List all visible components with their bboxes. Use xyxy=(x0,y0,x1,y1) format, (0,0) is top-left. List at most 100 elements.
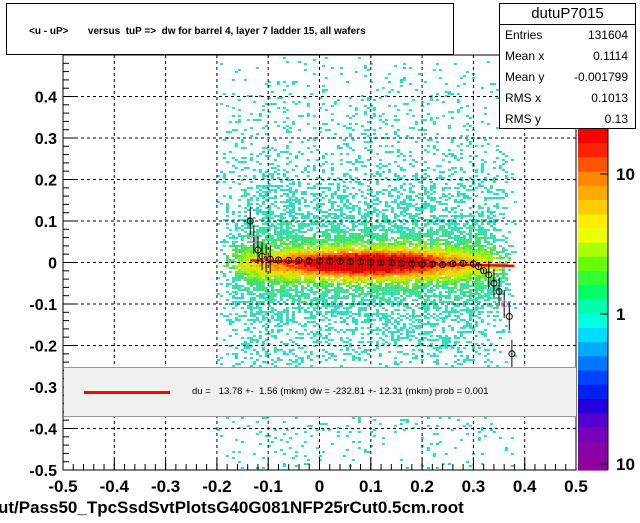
density-cell xyxy=(432,299,436,301)
density-cell xyxy=(369,313,373,315)
density-cell xyxy=(360,125,364,127)
density-cell xyxy=(237,69,241,71)
density-cell xyxy=(294,197,298,199)
density-cell xyxy=(330,153,334,155)
density-cell xyxy=(366,267,370,269)
density-cell xyxy=(249,267,253,269)
density-cell xyxy=(342,251,346,253)
density-cell xyxy=(297,181,301,183)
density-cell xyxy=(396,109,400,111)
density-cell xyxy=(339,311,343,313)
density-cell xyxy=(435,277,439,279)
density-cell xyxy=(303,257,307,259)
density-cell xyxy=(294,175,298,177)
density-cell xyxy=(339,287,343,289)
density-cell xyxy=(462,223,466,225)
density-cell xyxy=(246,221,250,223)
density-cell xyxy=(414,251,418,253)
density-cell xyxy=(375,183,379,185)
density-cell xyxy=(342,225,346,227)
density-cell xyxy=(381,327,385,329)
density-cell xyxy=(363,247,367,249)
density-cell xyxy=(225,455,229,457)
density-cell xyxy=(276,283,280,285)
density-cell xyxy=(462,201,466,203)
density-cell xyxy=(324,161,328,163)
density-cell xyxy=(279,293,283,295)
density-cell xyxy=(219,295,223,297)
density-cell xyxy=(408,307,412,309)
density-cell xyxy=(312,275,316,277)
density-cell xyxy=(438,221,442,223)
density-cell xyxy=(330,119,334,121)
density-cell xyxy=(315,311,319,313)
density-cell xyxy=(456,281,460,283)
density-cell xyxy=(255,191,259,193)
density-cell xyxy=(354,291,358,293)
density-cell xyxy=(396,207,400,209)
density-cell xyxy=(348,203,352,205)
density-cell xyxy=(216,429,220,431)
density-cell xyxy=(378,159,382,161)
density-cell xyxy=(426,255,430,257)
density-cell xyxy=(402,277,406,279)
density-cell xyxy=(345,263,349,265)
density-cell xyxy=(324,295,328,297)
density-cell xyxy=(336,257,340,259)
density-cell xyxy=(453,305,457,307)
density-cell xyxy=(294,361,298,363)
density-cell xyxy=(246,95,250,97)
density-cell xyxy=(435,319,439,321)
density-cell xyxy=(240,275,244,277)
density-cell xyxy=(381,299,385,301)
density-cell xyxy=(291,83,295,85)
density-cell xyxy=(336,239,340,241)
density-cell xyxy=(276,279,280,281)
density-cell xyxy=(417,217,421,219)
density-cell xyxy=(381,171,385,173)
density-cell xyxy=(390,291,394,293)
density-cell xyxy=(330,113,334,115)
density-cell xyxy=(450,227,454,229)
density-cell xyxy=(348,281,352,283)
density-cell xyxy=(342,345,346,347)
density-cell xyxy=(315,259,319,261)
density-cell xyxy=(372,243,376,245)
density-cell xyxy=(378,97,382,99)
density-cell xyxy=(225,235,229,237)
density-cell xyxy=(294,191,298,193)
density-cell xyxy=(375,293,379,295)
density-cell xyxy=(249,257,253,259)
density-cell xyxy=(375,203,379,205)
density-cell xyxy=(345,313,349,315)
density-cell xyxy=(225,299,229,301)
density-cell xyxy=(342,321,346,323)
density-cell xyxy=(324,153,328,155)
density-cell xyxy=(252,453,256,455)
density-cell xyxy=(459,327,463,329)
density-cell xyxy=(453,217,457,219)
density-cell xyxy=(366,273,370,275)
density-cell xyxy=(312,267,316,269)
density-cell xyxy=(402,189,406,191)
density-cell xyxy=(372,175,376,177)
density-cell xyxy=(438,335,442,337)
density-cell xyxy=(369,251,373,253)
density-cell xyxy=(363,133,367,135)
density-cell xyxy=(351,253,355,255)
density-cell xyxy=(429,287,433,289)
density-cell xyxy=(450,289,454,291)
density-cell xyxy=(261,273,265,275)
density-cell xyxy=(399,201,403,203)
density-cell xyxy=(351,359,355,361)
density-cell xyxy=(453,251,457,253)
density-cell xyxy=(336,251,340,253)
density-cell xyxy=(240,289,244,291)
density-cell xyxy=(420,275,424,277)
density-cell xyxy=(375,275,379,277)
density-cell xyxy=(396,195,400,197)
density-cell xyxy=(384,145,388,147)
density-cell xyxy=(270,189,274,191)
density-cell xyxy=(276,255,280,257)
density-cell xyxy=(294,155,298,157)
